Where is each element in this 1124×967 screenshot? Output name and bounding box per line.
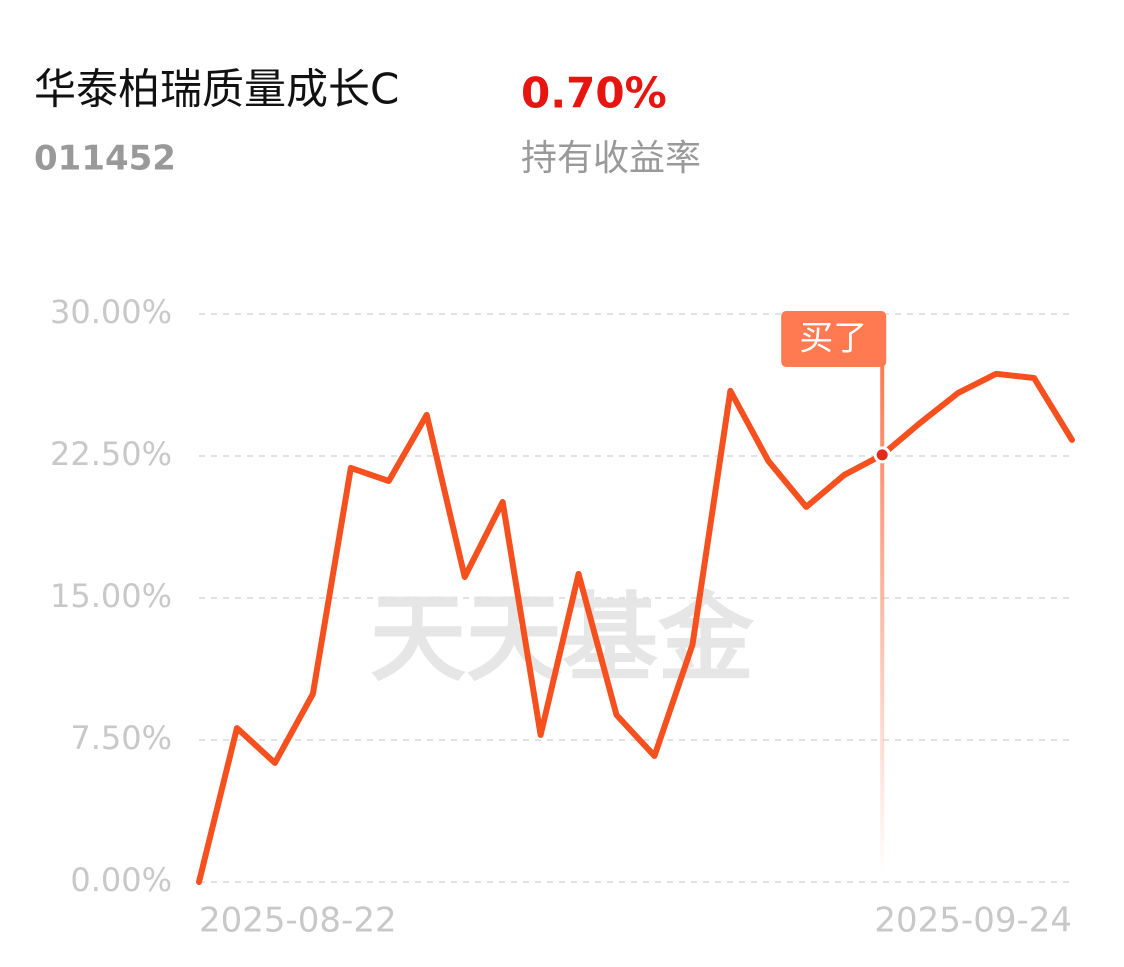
buy-point [873, 446, 891, 464]
fund-title: 华泰柏瑞质量成长C [34, 65, 399, 114]
x-tick-label: 2025-09-24 [874, 901, 1072, 941]
return-value: 0.70% [521, 69, 667, 118]
y-tick-label: 7.50% [70, 719, 172, 757]
fund-code: 011452 [34, 139, 176, 179]
line [196, 370, 1075, 885]
y-tick-label: 15.00% [50, 577, 172, 615]
y-tick-label: 0.00% [70, 861, 172, 899]
return-label: 持有收益率 [521, 138, 701, 179]
x-tick-label: 2025-08-22 [199, 901, 397, 941]
annotation-label: 买了 [799, 319, 867, 359]
annotation-stem [880, 366, 885, 874]
y-tick-label: 22.50% [50, 435, 172, 473]
annotation-box [781, 311, 887, 367]
y-tick-label: 30.00% [50, 293, 172, 331]
